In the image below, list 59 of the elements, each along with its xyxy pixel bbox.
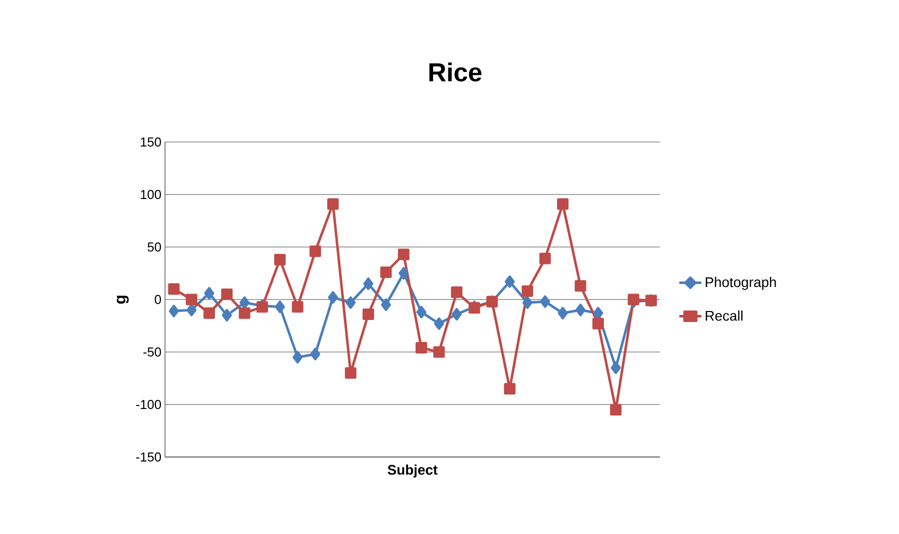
y-tick-label: -100: [136, 400, 161, 410]
y-tick-label: 150: [140, 137, 161, 147]
point: [574, 280, 586, 292]
point: [221, 288, 233, 300]
y-axis-title: g: [116, 296, 129, 304]
point: [168, 304, 179, 318]
point: [628, 294, 640, 306]
point: [186, 294, 198, 306]
point: [274, 300, 285, 314]
point: [327, 198, 339, 210]
point: [610, 362, 621, 374]
point: [433, 346, 445, 358]
point: [398, 248, 410, 260]
point: [274, 254, 286, 266]
point: [310, 245, 322, 257]
point: [610, 404, 622, 416]
point: [380, 298, 391, 311]
point: [310, 348, 320, 360]
chart-title: Rice: [429, 62, 482, 82]
point: [539, 252, 551, 264]
y-tick-label: 50: [148, 242, 161, 252]
legend-label: Photograph: [706, 276, 776, 290]
point: [575, 304, 586, 316]
point: [240, 296, 250, 309]
point: [522, 285, 534, 297]
point: [540, 295, 550, 308]
point: [504, 383, 516, 394]
y-tick-label: -50: [143, 347, 161, 357]
point: [168, 283, 180, 295]
point: [328, 291, 338, 304]
point: [362, 308, 374, 320]
point: [344, 367, 356, 379]
y-tick-label: 100: [140, 190, 161, 200]
point: [593, 306, 604, 320]
point: [346, 296, 356, 309]
point: [363, 278, 374, 290]
y-tick-label: 0: [154, 294, 161, 304]
legend-label: Recall: [706, 310, 742, 321]
point: [558, 306, 568, 320]
point: [238, 307, 250, 319]
point: [204, 286, 214, 300]
point: [557, 198, 569, 210]
point: [522, 296, 532, 309]
point: [452, 308, 462, 320]
point: [203, 307, 215, 319]
point: [292, 351, 303, 364]
y-tick-label: -150: [136, 452, 161, 462]
point: [450, 286, 462, 298]
point: [398, 267, 409, 280]
point: [434, 317, 444, 330]
point: [592, 318, 604, 330]
point: [416, 342, 428, 354]
point: [292, 301, 304, 313]
point: [504, 275, 515, 288]
x-axis-title: Subject: [388, 464, 438, 478]
point: [222, 309, 232, 322]
point: [380, 266, 392, 278]
point: [186, 304, 197, 316]
point: [416, 306, 426, 318]
